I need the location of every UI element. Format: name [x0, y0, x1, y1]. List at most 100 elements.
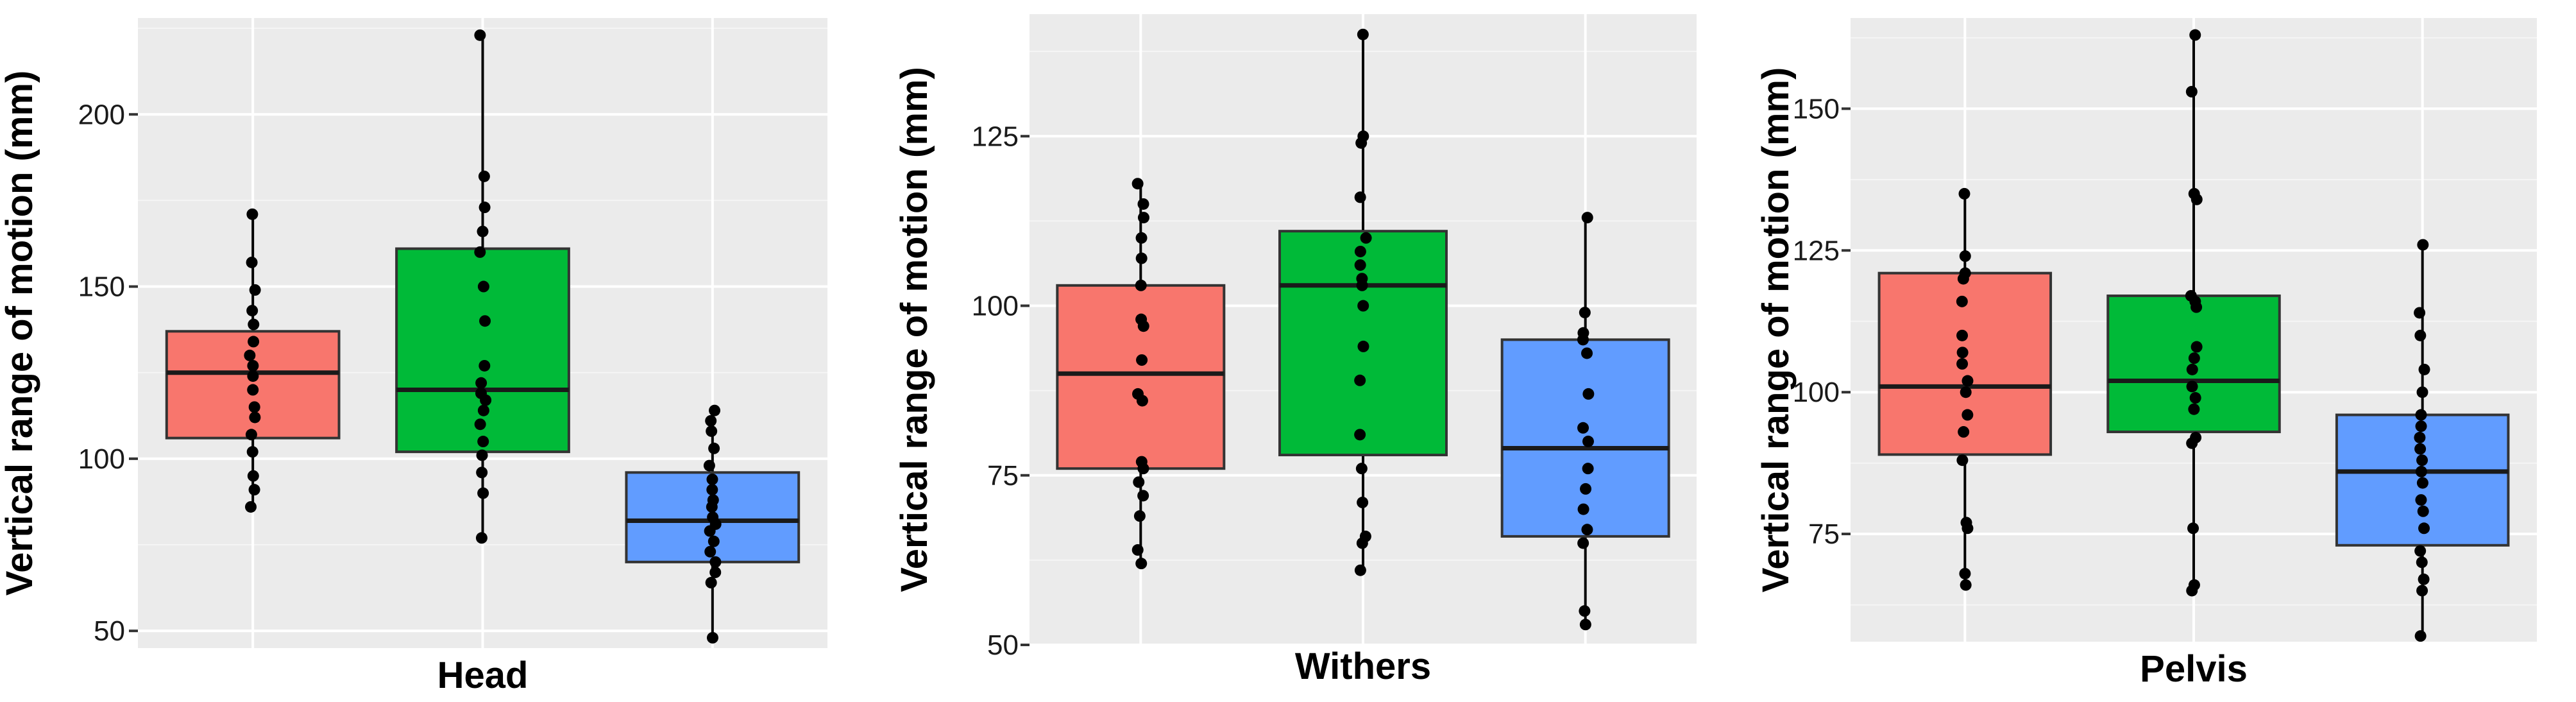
pelvis-data-point — [2188, 403, 2200, 415]
head-data-point — [475, 532, 487, 544]
head-data-point — [706, 631, 718, 644]
head-data-point — [703, 459, 715, 472]
withers-box-group-1 — [1056, 178, 1226, 570]
head-data-point — [474, 29, 486, 41]
head-data-point — [709, 404, 721, 416]
withers-data-point — [1577, 537, 1589, 549]
withers-y-tick-label: 50 — [987, 629, 1019, 661]
withers-y-tick-label: 75 — [987, 460, 1019, 492]
withers-data-point — [1135, 313, 1148, 325]
head-box-group-1 — [165, 208, 341, 513]
pelvis-data-point — [1959, 250, 1971, 262]
pelvis-data-point — [2188, 579, 2200, 591]
head-data-point — [479, 201, 491, 214]
pelvis-data-point — [2186, 381, 2198, 393]
withers-data-point — [1137, 490, 1149, 502]
pelvis-data-point — [2414, 329, 2427, 341]
head-data-point — [704, 545, 716, 558]
pelvis-data-point — [2415, 409, 2427, 421]
pelvis-data-point — [1956, 358, 1969, 370]
pelvis-data-point — [1962, 409, 1974, 421]
pelvis-data-point — [1956, 295, 1968, 307]
head-y-tick-label: 50 — [94, 615, 125, 647]
head-data-point — [475, 377, 487, 389]
pelvis-data-point — [2414, 307, 2426, 319]
pelvis-x-axis-title: Pelvis — [2140, 648, 2248, 690]
head-data-point — [247, 370, 259, 382]
withers-data-point — [1135, 252, 1148, 264]
head-data-point — [707, 511, 719, 524]
head-data-point — [244, 501, 257, 513]
head-data-point — [244, 349, 256, 361]
pelvis-data-point — [1956, 329, 1969, 341]
head-data-point — [477, 225, 489, 237]
pelvis-data-point — [1958, 426, 1970, 438]
pelvis-data-point — [2190, 341, 2203, 353]
withers-data-point — [1135, 279, 1147, 291]
pelvis-data-point — [2414, 443, 2427, 455]
withers-y-axis-title: Vertical range of motion (mm) — [894, 67, 935, 592]
head-data-point — [248, 318, 260, 330]
pelvis-data-point — [2416, 454, 2428, 467]
withers-data-point — [1135, 558, 1148, 570]
pelvis-data-point — [2188, 187, 2200, 200]
head-data-point — [245, 429, 257, 441]
withers-data-point — [1579, 307, 1591, 319]
head-data-point — [705, 577, 717, 589]
pelvis-data-point — [2186, 363, 2198, 375]
pelvis-box-group-1 — [1877, 187, 2053, 591]
head-data-point — [474, 418, 486, 431]
withers-panel: 50 75 100 125 Vertical range of motion (mm) W… — [894, 14, 1697, 687]
pelvis-data-point — [2417, 239, 2429, 251]
pelvis-data-point — [2189, 392, 2201, 404]
head-data-point — [479, 359, 491, 372]
head-y-tick-label: 200 — [78, 99, 125, 130]
head-y-tick-label: 150 — [78, 271, 125, 303]
pelvis-data-point — [2415, 420, 2427, 432]
withers-data-point — [1354, 374, 1366, 386]
withers-data-point — [1580, 483, 1592, 495]
head-data-point — [246, 305, 258, 317]
withers-data-point — [1357, 28, 1369, 40]
head-data-point — [705, 415, 717, 427]
pelvis-data-point — [1959, 567, 1971, 579]
withers-data-point — [1354, 564, 1366, 576]
withers-y-tick-label: 125 — [972, 121, 1019, 152]
pelvis-y-tick-label: 150 — [1793, 93, 1840, 124]
pelvis-data-point — [2417, 505, 2429, 517]
withers-box-group-2 — [1278, 28, 1448, 576]
pelvis-y-tick-label: 75 — [1808, 518, 1840, 550]
withers-data-point — [1135, 232, 1148, 244]
head-data-point — [247, 470, 259, 482]
head-data-point — [475, 387, 487, 399]
withers-data-point — [1354, 191, 1366, 203]
pelvis-data-point — [2418, 363, 2430, 375]
withers-data-point — [1354, 245, 1366, 257]
withers-data-point — [1579, 605, 1591, 617]
pelvis-data-point — [2416, 477, 2428, 489]
withers-data-point — [1581, 347, 1593, 359]
pelvis-data-point — [2414, 431, 2426, 443]
head-data-point — [246, 256, 258, 268]
withers-data-point — [1577, 422, 1589, 434]
withers-data-point — [1357, 130, 1369, 142]
head-y-tick-label: 100 — [78, 443, 125, 475]
withers-data-point — [1577, 503, 1589, 515]
head-data-point — [476, 467, 488, 479]
pelvis-y-tick-label: 125 — [1793, 235, 1840, 266]
withers-data-point — [1357, 497, 1369, 509]
withers-x-axis-title: Withers — [1295, 646, 1431, 687]
head-data-point — [477, 487, 489, 499]
pelvis-data-point — [1956, 347, 1969, 359]
withers-data-point — [1356, 273, 1368, 285]
withers-data-point — [1132, 388, 1144, 400]
withers-data-point — [1581, 212, 1593, 224]
withers-data-point — [1136, 354, 1148, 366]
pelvis-data-point — [2188, 352, 2200, 364]
pelvis-data-point — [2185, 85, 2198, 98]
pelvis-data-point — [1960, 579, 1972, 591]
withers-data-point — [1354, 259, 1366, 271]
withers-data-point — [1133, 510, 1146, 522]
withers-data-point — [1131, 178, 1144, 190]
